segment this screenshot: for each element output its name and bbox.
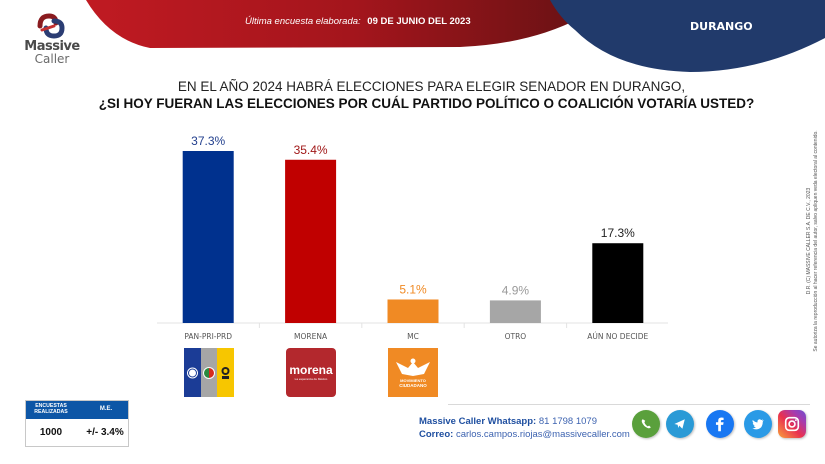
facebook-icon[interactable] xyxy=(706,410,734,438)
copyright-line-2: Se autoriza la reproducción al hacer ref… xyxy=(813,130,819,352)
bar-aun-no-decide xyxy=(592,243,644,323)
twitter-icon[interactable] xyxy=(744,410,772,438)
footer-divider xyxy=(448,404,810,405)
value-label-otro: 4.9% xyxy=(502,283,530,297)
category-label-aun-no-decide: AÚN NO DECIDE xyxy=(587,332,648,341)
email-label: Correo: xyxy=(419,429,454,440)
bar-morena xyxy=(285,159,337,323)
morena-logo-icon: morena La esperanza de México xyxy=(286,348,336,397)
instagram-icon[interactable] xyxy=(778,410,806,438)
whatsapp-number[interactable]: 81 1798 1079 xyxy=(538,416,597,427)
survey-date: Última encuesta elaborada: 09 DE JUNIO D… xyxy=(245,16,471,27)
surveys-label: ENCUESTAS REALIZADAS xyxy=(34,403,68,415)
bar-pan-pri-prd xyxy=(182,151,234,323)
logo-text-caller: Caller xyxy=(34,52,70,66)
stats-header xyxy=(26,401,128,419)
survey-date-value: 09 DE JUNIO DEL 2023 xyxy=(367,16,471,27)
bar-mc xyxy=(387,299,439,323)
question-line-2: ¿SI HOY FUERAN LAS ELECCIONES POR CUÁL P… xyxy=(98,96,755,111)
value-label-morena: 35.4% xyxy=(294,143,328,157)
copyright-note: D.R. (C) MASSIVE CALLER S.A. DE C.V., 20… xyxy=(798,98,825,388)
svg-text:morena: morena xyxy=(289,363,333,377)
copyright-line-1: D.R. (C) MASSIVE CALLER S.A. DE C.V., 20… xyxy=(806,187,812,295)
svg-text:CIUDADANO: CIUDADANO xyxy=(399,383,427,388)
contact-info: Massive Caller Whatsapp: 81 1798 1079 Co… xyxy=(419,415,630,441)
category-label-mc: MC xyxy=(407,332,419,341)
massive-caller-logo: Massive Caller xyxy=(22,8,82,68)
pan-pri-prd-logo xyxy=(184,348,234,397)
bar-otro xyxy=(489,300,541,323)
category-label-morena: MORENA xyxy=(294,332,328,341)
survey-stats-box: ENCUESTAS REALIZADAS M.E. 1000 +/- 3.4% xyxy=(25,400,129,447)
svg-text:MOVIMIENTO: MOVIMIENTO xyxy=(400,378,426,383)
margin-error-value: +/- 3.4% xyxy=(86,427,124,438)
telegram-icon[interactable] xyxy=(666,410,694,438)
movimiento-ciudadano-logo-icon: MOVIMIENTO CIUDADANO xyxy=(388,348,438,397)
header-blue-arc xyxy=(550,0,825,72)
value-label-aun-no-decide: 17.3% xyxy=(601,226,635,240)
header-red-band xyxy=(86,0,580,48)
logo-text-massive: Massive xyxy=(24,39,80,54)
margin-error-label: M.E. xyxy=(99,406,113,412)
region-title: DURANGO xyxy=(690,20,753,33)
mc-logo: MOVIMIENTO CIUDADANO xyxy=(388,348,438,397)
whatsapp-label: Massive Caller Whatsapp: xyxy=(419,416,537,427)
whatsapp-icon[interactable] xyxy=(632,410,660,438)
question-line-1: EN EL AÑO 2024 HABRÁ ELECCIONES PARA ELE… xyxy=(177,79,686,94)
header-background xyxy=(86,0,825,72)
svg-text:La esperanza de México: La esperanza de México xyxy=(295,377,328,381)
category-label-pan-pri-prd: PAN-PRI-PRD xyxy=(184,332,232,341)
surveys-value: 1000 xyxy=(39,427,63,438)
category-label-otro: OTRO xyxy=(505,332,527,341)
survey-date-label: Última encuesta elaborada: xyxy=(245,16,361,27)
value-label-mc: 5.1% xyxy=(399,282,427,296)
value-label-pan-pri-prd: 37.3% xyxy=(191,134,225,148)
logo-mark-icon xyxy=(37,13,65,39)
email-address[interactable]: carlos.campos.riojas@massivecaller.com xyxy=(455,429,630,440)
morena-logo: morena La esperanza de México xyxy=(286,348,336,397)
coalition-logo-icon xyxy=(184,348,234,397)
